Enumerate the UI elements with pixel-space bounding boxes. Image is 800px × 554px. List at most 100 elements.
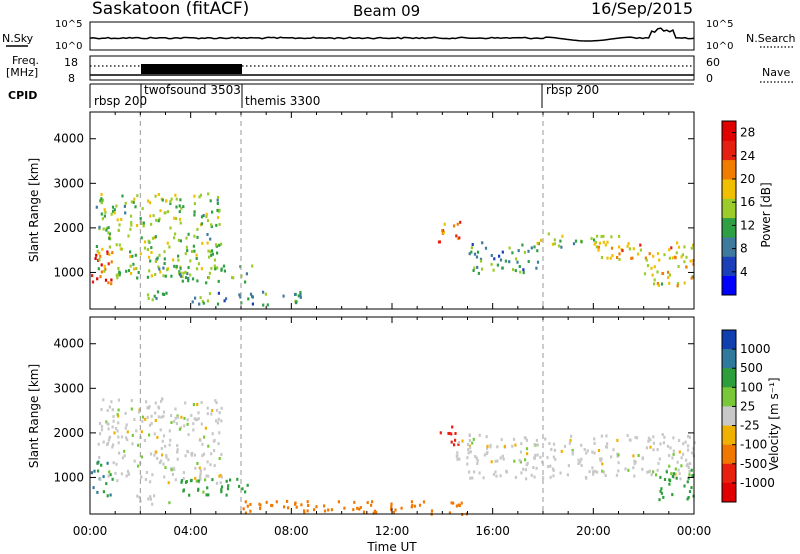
data-cell xyxy=(236,477,239,481)
data-cell xyxy=(168,501,171,505)
data-cell xyxy=(197,479,200,483)
data-cell xyxy=(476,250,480,254)
data-cell xyxy=(303,509,306,513)
data-cell xyxy=(484,246,488,250)
data-cell xyxy=(186,272,189,276)
data-cell xyxy=(473,470,476,474)
data-cell xyxy=(549,475,552,479)
data-cell xyxy=(97,442,100,446)
data-cell xyxy=(478,471,481,475)
data-cell xyxy=(215,266,218,270)
data-cell xyxy=(457,441,461,444)
data-cell xyxy=(468,470,471,474)
data-cell xyxy=(597,248,600,252)
data-cell xyxy=(218,223,221,226)
data-cell xyxy=(165,454,168,457)
data-cell xyxy=(606,240,609,244)
data-cell xyxy=(217,209,221,213)
data-cell xyxy=(226,487,230,491)
data-cell xyxy=(163,293,166,296)
data-cell xyxy=(140,430,143,434)
data-cell xyxy=(153,294,156,298)
data-cell xyxy=(639,248,642,252)
data-cell xyxy=(524,458,527,462)
data-cell xyxy=(162,274,165,278)
data-cell xyxy=(215,223,218,227)
data-cell xyxy=(180,480,183,484)
data-cell xyxy=(220,475,223,479)
data-cell xyxy=(201,454,204,457)
data-cell xyxy=(635,436,639,440)
data-cell xyxy=(163,475,166,479)
data-cell xyxy=(106,441,110,445)
data-cell xyxy=(210,249,214,253)
data-cell xyxy=(176,415,180,419)
data-cell xyxy=(108,435,112,439)
data-cell xyxy=(146,406,149,410)
data-cell xyxy=(649,445,652,449)
data-cell xyxy=(103,208,106,212)
data-cell xyxy=(108,236,111,240)
data-cell xyxy=(196,227,199,231)
data-cell xyxy=(159,460,162,464)
data-cell xyxy=(190,478,193,482)
data-cell xyxy=(220,453,223,456)
data-cell xyxy=(241,487,244,491)
freq-tick-low: 8 xyxy=(68,72,75,85)
data-cell xyxy=(184,276,188,280)
data-cell xyxy=(208,292,212,296)
data-cell xyxy=(120,217,123,221)
data-cell xyxy=(160,399,163,403)
data-cell xyxy=(168,429,171,433)
data-cell xyxy=(559,471,562,475)
data-cell xyxy=(470,250,473,254)
data-cell xyxy=(96,490,99,494)
beam-label: Beam 09 xyxy=(353,2,420,20)
data-cell xyxy=(164,466,167,470)
data-cell xyxy=(188,493,191,497)
data-cell xyxy=(490,254,493,257)
data-cell xyxy=(160,415,163,419)
data-cell xyxy=(201,299,204,303)
data-cell xyxy=(104,278,108,282)
data-cell xyxy=(606,256,609,260)
data-cell xyxy=(97,258,100,262)
data-cell xyxy=(371,500,374,504)
data-cell xyxy=(154,411,157,415)
data-cell xyxy=(117,398,121,402)
data-cell xyxy=(217,291,220,295)
data-cell xyxy=(127,269,131,273)
data-cell xyxy=(116,479,119,483)
data-cell xyxy=(468,433,471,437)
data-cell xyxy=(109,493,112,497)
data-cell xyxy=(110,282,113,286)
data-cell xyxy=(656,468,659,472)
data-cell xyxy=(202,490,205,494)
data-cell xyxy=(149,452,153,456)
data-cell xyxy=(214,267,217,271)
data-cell xyxy=(586,449,589,453)
data-cell xyxy=(559,239,562,243)
y-tick-label: 1000 xyxy=(53,265,84,279)
data-cell xyxy=(588,470,591,474)
data-cell xyxy=(343,506,346,510)
data-cell xyxy=(193,249,196,253)
data-cell xyxy=(205,493,208,497)
data-cell xyxy=(247,297,250,301)
data-cell xyxy=(690,276,693,280)
data-cell xyxy=(683,245,686,249)
data-cell xyxy=(372,511,375,515)
data-cell xyxy=(108,470,111,474)
data-cell xyxy=(337,500,340,504)
data-cell xyxy=(563,444,567,448)
data-cell xyxy=(518,265,521,268)
data-cell xyxy=(686,480,689,484)
data-cell xyxy=(136,224,139,227)
data-cell xyxy=(676,282,680,285)
data-cell xyxy=(174,478,177,482)
data-cell xyxy=(251,264,254,268)
data-cell xyxy=(227,484,230,488)
data-cell xyxy=(108,245,111,249)
data-cell xyxy=(665,470,668,474)
data-cell xyxy=(558,244,561,248)
